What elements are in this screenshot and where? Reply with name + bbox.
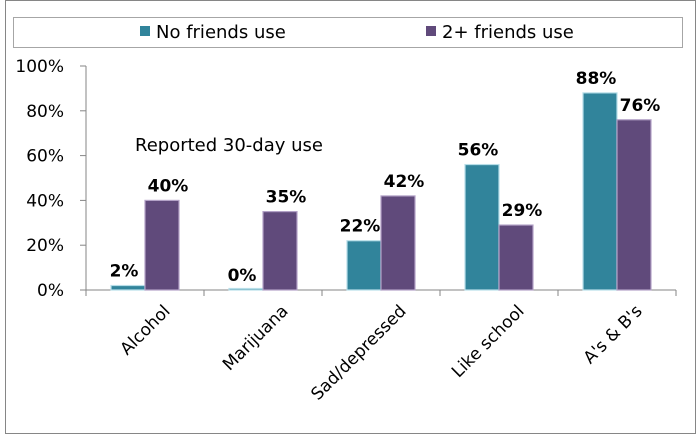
bar-2-friends-use bbox=[498, 224, 534, 291]
bar-value-label: 42% bbox=[384, 172, 425, 192]
annotation-reported-30-day-use: Reported 30-day use bbox=[135, 135, 323, 156]
y-tick-label: 40% bbox=[26, 191, 64, 211]
bar-value-label: 0% bbox=[228, 266, 257, 286]
bars bbox=[110, 92, 652, 291]
bar-2-friends-use bbox=[262, 211, 298, 291]
bar-2-friends-use bbox=[380, 195, 416, 291]
bar-2-friends-use bbox=[144, 199, 180, 291]
bar-value-label: 40% bbox=[148, 176, 189, 196]
x-axis-ticks bbox=[85, 290, 677, 296]
bar-value-label: 2% bbox=[110, 262, 139, 282]
y-tick-label: 0% bbox=[37, 281, 64, 301]
bar-value-labels: 2% 40% 0% 35% 22% 42% 56% 29% 88%76% bbox=[110, 69, 661, 286]
chart-border bbox=[5, 0, 696, 434]
bar-value-label: 76% bbox=[620, 96, 661, 116]
bar-no-friends-use bbox=[228, 287, 264, 291]
bar-value-label: 56% bbox=[458, 141, 499, 161]
legend-box bbox=[13, 17, 683, 48]
legend-swatch-2-friends-use bbox=[426, 26, 436, 36]
legend-swatch-no-friends-use bbox=[140, 26, 150, 36]
legend-label-2-friends-use: 2+ friends use bbox=[442, 22, 574, 43]
bar-no-friends-use bbox=[464, 163, 500, 291]
y-tick-label: 60% bbox=[26, 147, 64, 167]
bar-value-label: 35% bbox=[266, 188, 307, 208]
y-tick-label: 100% bbox=[15, 57, 64, 77]
legend: No friends use 2+ friends use bbox=[13, 17, 683, 48]
legend-label-no-friends-use: No friends use bbox=[156, 22, 286, 43]
y-tick-label: 80% bbox=[26, 102, 64, 122]
bar-no-friends-use bbox=[582, 92, 618, 291]
bar-no-friends-use bbox=[346, 240, 382, 291]
bar-value-label: 22% bbox=[340, 217, 381, 237]
bar-no-friends-use bbox=[110, 284, 146, 291]
bar-value-label: 29% bbox=[502, 201, 543, 221]
y-tick-label: 20% bbox=[26, 236, 64, 256]
bar-value-label: 88% bbox=[576, 69, 617, 89]
bar-2-friends-use bbox=[616, 119, 652, 291]
y-axis-ticks: 0% 20% 40% 60% 80% 100% bbox=[15, 57, 86, 301]
